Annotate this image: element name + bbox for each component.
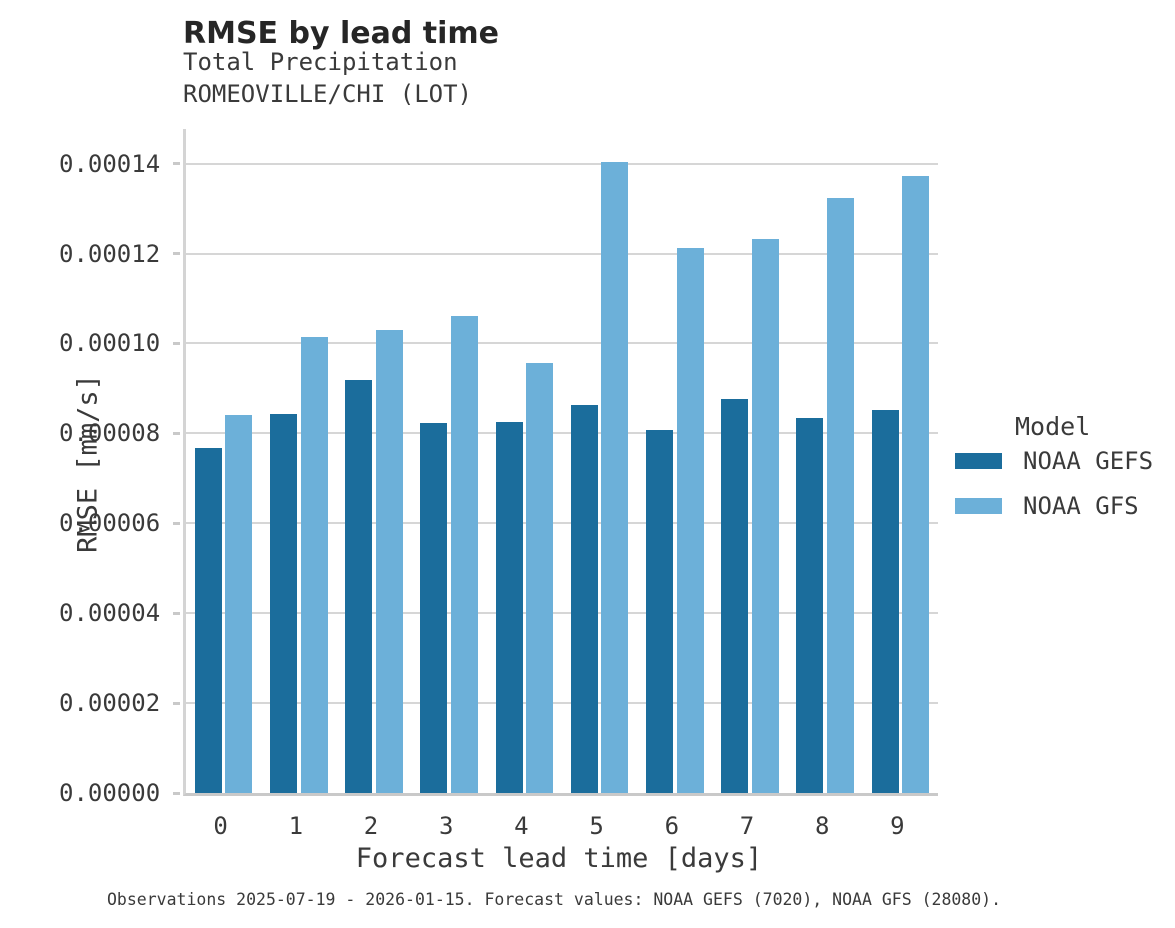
y-tick-mark — [173, 701, 180, 705]
y-tick-label: 0.00004 — [59, 599, 161, 628]
y-tick-label: 0.00006 — [59, 509, 161, 538]
legend-title: Model — [1015, 412, 1091, 441]
gfs-color-swatch — [955, 498, 1002, 514]
x-axis-title: Forecast lead time [days] — [355, 843, 763, 874]
gridline — [186, 252, 938, 255]
x-tick-label: 9 — [890, 812, 905, 840]
chart-subtitle-station: ROMEOVILLE/CHI (LOT) — [183, 80, 472, 108]
y-tick-label: 0.00002 — [59, 689, 161, 718]
y-tick-label: 0.00010 — [59, 329, 161, 358]
bar-noaa-gfs-day1 — [300, 337, 328, 793]
x-tick-label: 3 — [438, 812, 454, 840]
chart-subtitle-variable: Total Precipitation — [183, 48, 458, 76]
y-tick-label: 0.00000 — [59, 779, 161, 807]
y-tick-mark — [173, 791, 180, 795]
bar-noaa-gefs-day0 — [194, 447, 222, 793]
bar-noaa-gfs-day8 — [826, 198, 854, 793]
footer-caption: Observations 2025-07-19 - 2026-01-15. Fo… — [107, 890, 1002, 909]
legend-label-gfs: NOAA GFS — [1023, 492, 1139, 520]
y-tick-mark — [173, 611, 180, 615]
y-tick-label: 0.00008 — [59, 419, 161, 448]
bar-noaa-gefs-day1 — [270, 414, 298, 793]
x-tick-label: 5 — [589, 812, 604, 840]
y-tick-mark — [173, 341, 180, 345]
bar-noaa-gefs-day4 — [495, 422, 523, 793]
bar-noaa-gfs-day5 — [601, 162, 629, 793]
gridline — [186, 342, 938, 345]
x-tick-label: 0 — [213, 812, 228, 840]
bar-noaa-gefs-day9 — [871, 409, 899, 793]
gridline — [186, 612, 938, 615]
bar-noaa-gfs-day4 — [526, 363, 554, 793]
legend: Model NOAA GEFS NOAA GFS — [955, 412, 1153, 537]
bar-noaa-gfs-day7 — [751, 238, 779, 793]
bar-noaa-gfs-day9 — [902, 176, 930, 793]
gridline — [186, 522, 938, 525]
gridline — [186, 162, 938, 165]
legend-label-gefs: NOAA GEFS — [1023, 447, 1154, 475]
bar-noaa-gefs-day5 — [570, 404, 598, 793]
y-tick-mark — [173, 431, 180, 435]
bar-noaa-gfs-day0 — [225, 415, 253, 793]
bar-noaa-gefs-day3 — [420, 423, 448, 793]
bar-noaa-gefs-day8 — [796, 418, 824, 793]
y-tick-mark — [173, 162, 180, 166]
bar-noaa-gefs-day7 — [721, 398, 749, 793]
plot-area — [183, 129, 938, 796]
gridline — [186, 702, 938, 705]
x-tick-label: 1 — [288, 812, 304, 840]
x-tick-label: 2 — [363, 812, 379, 840]
gridline — [186, 432, 938, 435]
x-tick-label: 4 — [514, 812, 529, 840]
gefs-color-swatch — [955, 453, 1002, 469]
legend-item-gefs: NOAA GEFS — [955, 447, 1153, 475]
x-tick-label: 7 — [739, 812, 755, 840]
y-tick-label: 0.00012 — [59, 239, 161, 268]
chart-title: RMSE by lead time — [183, 16, 499, 51]
bar-noaa-gefs-day2 — [345, 379, 373, 793]
bar-noaa-gfs-day6 — [676, 247, 704, 793]
x-tick-label: 6 — [664, 812, 680, 840]
bar-noaa-gefs-day6 — [646, 430, 674, 793]
bar-noaa-gfs-day2 — [375, 329, 403, 793]
y-axis-title: RMSE [mm/s] — [72, 374, 104, 553]
y-tick-label: 0.00014 — [59, 149, 161, 178]
legend-item-gfs: NOAA GFS — [955, 492, 1153, 520]
y-tick-mark — [173, 252, 180, 256]
x-tick-label: 8 — [814, 812, 830, 840]
bar-noaa-gfs-day3 — [450, 316, 478, 793]
y-tick-mark — [173, 521, 180, 525]
